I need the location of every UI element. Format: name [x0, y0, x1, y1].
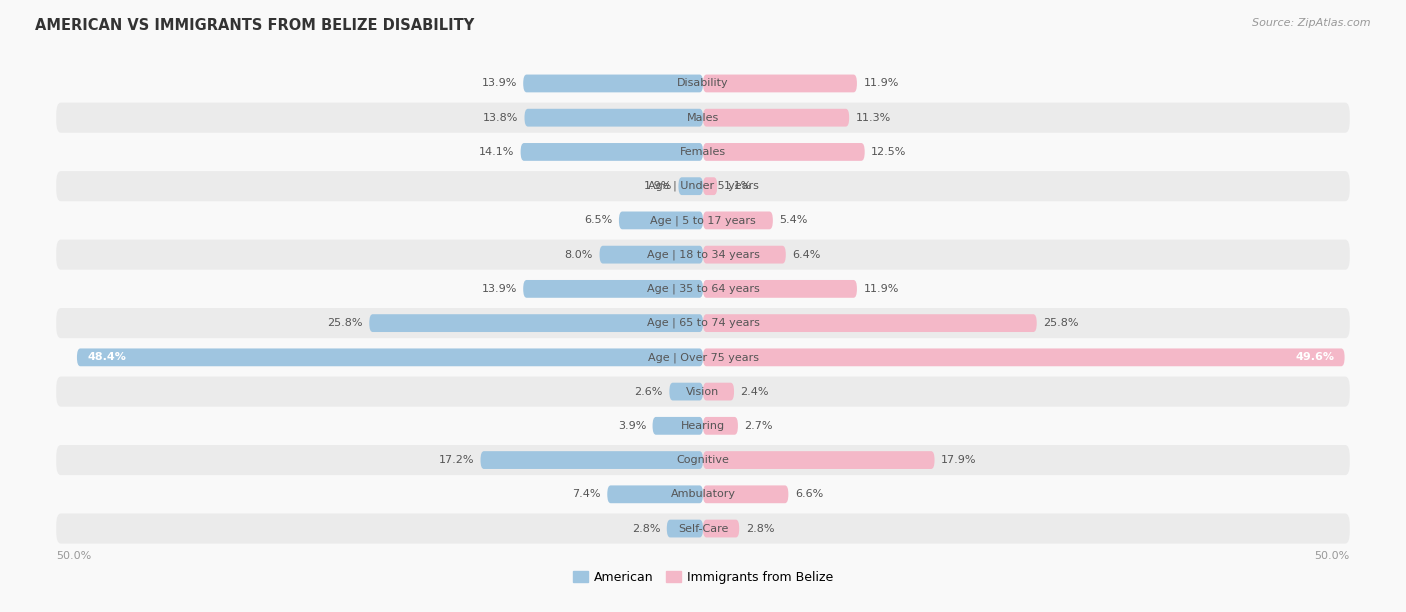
FancyBboxPatch shape [703, 143, 865, 161]
Text: 17.2%: 17.2% [439, 455, 474, 465]
FancyBboxPatch shape [703, 177, 717, 195]
Text: Source: ZipAtlas.com: Source: ZipAtlas.com [1253, 18, 1371, 28]
FancyBboxPatch shape [703, 417, 738, 435]
Text: 8.0%: 8.0% [565, 250, 593, 259]
FancyBboxPatch shape [56, 274, 1350, 304]
Text: Age | 35 to 64 years: Age | 35 to 64 years [647, 283, 759, 294]
FancyBboxPatch shape [652, 417, 703, 435]
FancyBboxPatch shape [56, 137, 1350, 167]
Text: 13.9%: 13.9% [481, 78, 517, 89]
Text: 11.3%: 11.3% [856, 113, 891, 122]
FancyBboxPatch shape [520, 143, 703, 161]
FancyBboxPatch shape [703, 246, 786, 264]
FancyBboxPatch shape [679, 177, 703, 195]
Text: 6.6%: 6.6% [794, 490, 823, 499]
FancyBboxPatch shape [56, 513, 1350, 543]
Text: Age | 18 to 34 years: Age | 18 to 34 years [647, 250, 759, 260]
FancyBboxPatch shape [56, 171, 1350, 201]
Text: 7.4%: 7.4% [572, 490, 600, 499]
Text: 3.9%: 3.9% [617, 421, 647, 431]
Text: 14.1%: 14.1% [479, 147, 515, 157]
FancyBboxPatch shape [524, 109, 703, 127]
FancyBboxPatch shape [703, 280, 856, 298]
Text: 13.9%: 13.9% [481, 284, 517, 294]
Text: 12.5%: 12.5% [872, 147, 907, 157]
Text: 13.8%: 13.8% [482, 113, 517, 122]
FancyBboxPatch shape [703, 348, 1344, 366]
FancyBboxPatch shape [56, 69, 1350, 99]
FancyBboxPatch shape [56, 479, 1350, 509]
Text: 2.6%: 2.6% [634, 387, 662, 397]
FancyBboxPatch shape [56, 239, 1350, 270]
Text: 48.4%: 48.4% [87, 353, 127, 362]
Text: Cognitive: Cognitive [676, 455, 730, 465]
FancyBboxPatch shape [56, 376, 1350, 406]
Text: Hearing: Hearing [681, 421, 725, 431]
FancyBboxPatch shape [703, 520, 740, 537]
Text: 1.1%: 1.1% [724, 181, 752, 191]
Text: Ambulatory: Ambulatory [671, 490, 735, 499]
Legend: American, Immigrants from Belize: American, Immigrants from Belize [572, 571, 834, 584]
Text: 1.9%: 1.9% [644, 181, 672, 191]
Text: 6.5%: 6.5% [585, 215, 613, 225]
Text: 25.8%: 25.8% [1043, 318, 1078, 328]
FancyBboxPatch shape [619, 212, 703, 230]
FancyBboxPatch shape [669, 382, 703, 400]
Text: Self-Care: Self-Care [678, 523, 728, 534]
FancyBboxPatch shape [370, 314, 703, 332]
FancyBboxPatch shape [703, 75, 856, 92]
Text: 2.8%: 2.8% [745, 523, 775, 534]
Text: Age | 65 to 74 years: Age | 65 to 74 years [647, 318, 759, 329]
FancyBboxPatch shape [666, 520, 703, 537]
Text: 2.8%: 2.8% [631, 523, 661, 534]
Text: 11.9%: 11.9% [863, 284, 898, 294]
FancyBboxPatch shape [607, 485, 703, 503]
Text: 11.9%: 11.9% [863, 78, 898, 89]
Text: 17.9%: 17.9% [941, 455, 977, 465]
FancyBboxPatch shape [56, 445, 1350, 475]
Text: AMERICAN VS IMMIGRANTS FROM BELIZE DISABILITY: AMERICAN VS IMMIGRANTS FROM BELIZE DISAB… [35, 18, 474, 34]
FancyBboxPatch shape [703, 109, 849, 127]
FancyBboxPatch shape [703, 382, 734, 400]
FancyBboxPatch shape [523, 280, 703, 298]
Text: Females: Females [681, 147, 725, 157]
Text: Disability: Disability [678, 78, 728, 89]
FancyBboxPatch shape [56, 103, 1350, 133]
Text: 25.8%: 25.8% [328, 318, 363, 328]
Text: Vision: Vision [686, 387, 720, 397]
Text: 2.7%: 2.7% [744, 421, 773, 431]
Text: Age | 5 to 17 years: Age | 5 to 17 years [650, 215, 756, 226]
FancyBboxPatch shape [56, 206, 1350, 236]
FancyBboxPatch shape [56, 342, 1350, 373]
Text: 2.4%: 2.4% [741, 387, 769, 397]
Text: 50.0%: 50.0% [1315, 551, 1350, 561]
FancyBboxPatch shape [703, 451, 935, 469]
FancyBboxPatch shape [56, 411, 1350, 441]
Text: 5.4%: 5.4% [779, 215, 807, 225]
Text: 6.4%: 6.4% [792, 250, 821, 259]
FancyBboxPatch shape [703, 212, 773, 230]
FancyBboxPatch shape [703, 314, 1036, 332]
FancyBboxPatch shape [481, 451, 703, 469]
Text: Males: Males [688, 113, 718, 122]
FancyBboxPatch shape [523, 75, 703, 92]
Text: 49.6%: 49.6% [1295, 353, 1334, 362]
FancyBboxPatch shape [599, 246, 703, 264]
FancyBboxPatch shape [77, 348, 703, 366]
Text: Age | Over 75 years: Age | Over 75 years [648, 352, 758, 362]
FancyBboxPatch shape [56, 308, 1350, 338]
Text: 50.0%: 50.0% [56, 551, 91, 561]
Text: Age | Under 5 years: Age | Under 5 years [648, 181, 758, 192]
FancyBboxPatch shape [703, 485, 789, 503]
